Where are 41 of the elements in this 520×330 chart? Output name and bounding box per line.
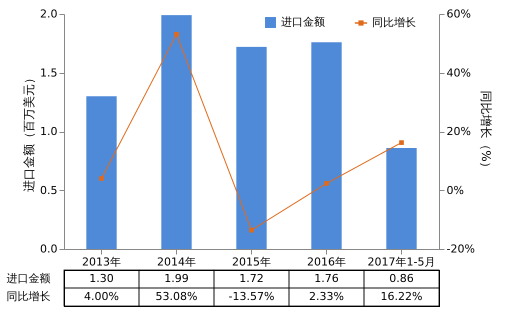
data-label: 0.86 [389, 272, 414, 285]
legend-label: 进口金额 [281, 16, 325, 28]
y2-tick-label: 20% [446, 125, 471, 138]
point [249, 228, 254, 232]
y2-tick-label: 60% [446, 8, 471, 20]
data-label: 1.30 [89, 272, 114, 285]
x-tick-label: 2017年1-5月 [368, 256, 436, 268]
bar [86, 96, 117, 249]
bar [236, 46, 267, 249]
point [399, 140, 404, 145]
data-label: -13.57% [228, 290, 274, 303]
y-tick-label: 2.0 [40, 8, 58, 20]
data-label: 2.33% [309, 290, 344, 303]
text: 进口金额 [6, 272, 50, 285]
data-label: 1.72 [239, 272, 264, 285]
y-tick-label: 1.0 [40, 125, 58, 138]
point [99, 176, 104, 181]
y2-tick-label: 0% [446, 184, 464, 197]
y-tick-label: 1.5 [40, 66, 58, 80]
y-tick-label: 0.0 [40, 242, 58, 256]
x-tick-label: 2016年 [307, 256, 346, 268]
data-label: 1.76 [314, 272, 339, 285]
y2-tick-label: 40% [446, 66, 471, 80]
point [324, 181, 329, 186]
bar [386, 148, 417, 249]
legend-label: 同比增长 [372, 16, 416, 29]
data-label: 4.00% [84, 290, 119, 303]
x-tick-label: 2014年 [157, 256, 196, 268]
y2-axis-title: 同比增长（%） [478, 90, 493, 174]
data-label: 1.99 [164, 272, 189, 285]
data-label: 53.08% [156, 290, 198, 303]
point [174, 32, 179, 37]
y2-tick-label: -20% [446, 242, 475, 256]
x-tick-label: 2015年 [232, 256, 271, 268]
x-tick-label: 2013年 [82, 256, 121, 268]
bar [161, 15, 192, 249]
text: 同比增长 [6, 290, 50, 303]
bar [311, 42, 342, 249]
y-tick-label: 0.5 [40, 184, 58, 197]
data-label: 16.22% [380, 290, 422, 303]
y-axis-title: 进口金额（百万美元） [22, 72, 36, 192]
